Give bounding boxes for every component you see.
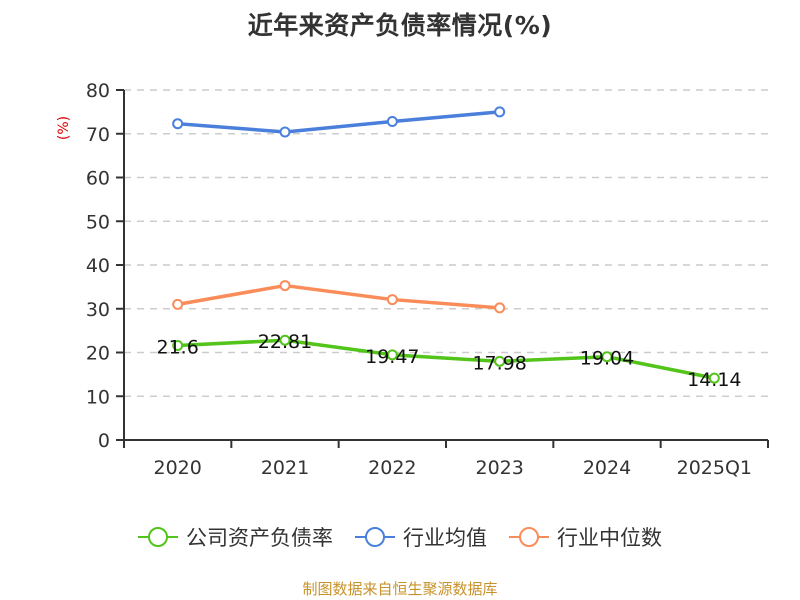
data-point[interactable] bbox=[386, 294, 398, 306]
x-tick-label: 2024 bbox=[583, 457, 631, 479]
legend-label: 行业中位数 bbox=[557, 526, 662, 550]
data-point[interactable] bbox=[172, 298, 184, 310]
series-lines bbox=[172, 106, 720, 384]
x-tick-label: 2021 bbox=[261, 457, 309, 479]
data-point[interactable] bbox=[494, 355, 506, 367]
legend-label: 行业均值 bbox=[403, 526, 487, 550]
data-point[interactable] bbox=[386, 349, 398, 361]
y-tick-label: 10 bbox=[86, 386, 110, 408]
axes: 0 10 20 30 40 50 60 70 80 2020 2021 2022 2023 2024 202… bbox=[86, 80, 769, 479]
data-point[interactable] bbox=[279, 126, 291, 138]
series-line bbox=[177, 283, 500, 310]
data-label: 17.98 bbox=[472, 352, 526, 374]
y-tick-label: 40 bbox=[86, 255, 110, 277]
y-axis-label: (%) bbox=[56, 116, 72, 140]
data-point[interactable] bbox=[494, 106, 506, 118]
y-tick-label: 70 bbox=[86, 124, 110, 146]
y-tick-label: 50 bbox=[86, 211, 110, 233]
legend-item-company[interactable]: 公司资产负债率 bbox=[138, 522, 333, 552]
x-tick-label: 2020 bbox=[153, 457, 201, 479]
legend-line-circle-icon bbox=[509, 527, 549, 547]
series-line bbox=[177, 338, 715, 380]
data-point[interactable] bbox=[386, 116, 398, 127]
legend-item-industry-median[interactable]: 行业中位数 bbox=[509, 522, 662, 552]
y-tick-label: 20 bbox=[86, 343, 110, 365]
x-tick-label: 2023 bbox=[475, 457, 523, 479]
chart-title: 近年来资产负债率情况(%) bbox=[247, 11, 553, 40]
data-label: 19.47 bbox=[365, 346, 419, 368]
data-point[interactable] bbox=[172, 340, 184, 351]
data-label: 19.04 bbox=[580, 348, 634, 370]
y-tick-label: 80 bbox=[86, 80, 110, 102]
series-line bbox=[177, 110, 500, 134]
data-label: 14.14 bbox=[687, 369, 741, 391]
data-point[interactable] bbox=[279, 280, 291, 292]
data-label: 22.81 bbox=[258, 331, 312, 353]
x-tick-label: 2025Q1 bbox=[677, 457, 752, 479]
legend: 公司资产负债率 行业均值 行业中位数 bbox=[0, 522, 800, 552]
legend-line-circle-icon bbox=[355, 527, 395, 547]
y-tick-label: 0 bbox=[98, 430, 110, 452]
x-tick-label: 2022 bbox=[368, 457, 416, 479]
data-point[interactable] bbox=[708, 372, 720, 384]
data-source-note: 制图数据来自恒生聚源数据库 bbox=[302, 580, 498, 598]
y-tick-label: 30 bbox=[86, 299, 110, 321]
data-point[interactable] bbox=[279, 334, 291, 346]
legend-item-industry-average[interactable]: 行业均值 bbox=[355, 522, 487, 552]
data-labels: 21.6 22.81 19.47 17.98 19.04 14.14 bbox=[157, 331, 742, 391]
data-point[interactable] bbox=[494, 302, 506, 314]
gridlines bbox=[124, 89, 768, 397]
legend-label: 公司资产负债率 bbox=[186, 526, 333, 550]
data-point[interactable] bbox=[172, 118, 184, 130]
legend-line-circle-icon bbox=[138, 527, 178, 547]
y-tick-label: 60 bbox=[86, 168, 110, 190]
data-point[interactable] bbox=[601, 351, 613, 363]
data-label: 21.6 bbox=[157, 337, 199, 359]
